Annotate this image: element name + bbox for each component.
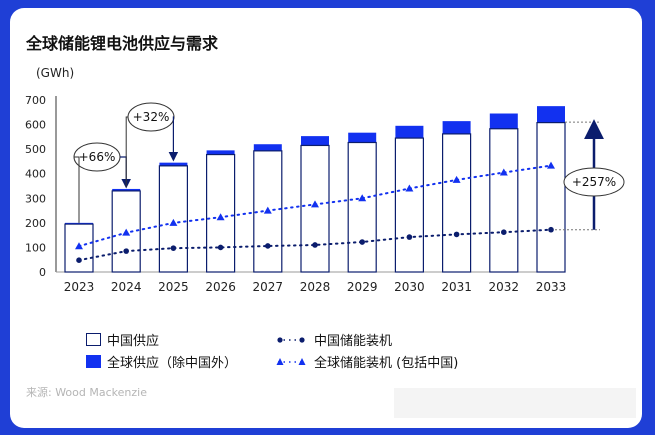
legend-label-china-storage: 中国储能装机 <box>314 334 393 349</box>
legend-swatch-china-supply <box>86 333 101 346</box>
callout-2033-bubble <box>563 167 625 197</box>
callout-2025-label: +32% <box>133 110 170 124</box>
callout-2024-arrow <box>120 156 131 189</box>
x-tick-label: 2032 <box>489 280 520 294</box>
x-tick-label: 2033 <box>536 280 567 294</box>
bar-china-supply <box>64 223 94 273</box>
bar-global-supply <box>301 136 329 146</box>
x-tick-label: 2026 <box>205 280 236 294</box>
y-tick-label: 0 <box>39 266 46 279</box>
y-tick-label: 400 <box>25 168 46 181</box>
point-china-storage <box>170 245 177 251</box>
x-tick-label: 2025 <box>158 280 189 294</box>
bar-global-supply <box>159 162 188 166</box>
bar-global-supply <box>112 188 141 191</box>
y-tick-label: 200 <box>25 217 46 230</box>
y-tick-label: 600 <box>25 119 46 132</box>
legend-dot-line-icon <box>277 336 305 343</box>
blank-panel <box>394 388 636 418</box>
bar-china-supply <box>394 137 424 273</box>
bar-china-supply <box>442 133 472 273</box>
point-global-storage <box>216 213 225 221</box>
bar-global-supply <box>537 106 565 123</box>
point-china-storage <box>123 248 129 254</box>
x-tick-label: 2028 <box>300 280 331 294</box>
callout-2025-leader <box>125 116 128 187</box>
legend-label-global-supply: 全球供应（除中国外） <box>107 356 238 371</box>
x-tick-label: 2031 <box>441 280 472 294</box>
x-tick-label: 2024 <box>111 280 142 294</box>
bar-global-supply <box>65 222 93 225</box>
point-global-storage <box>358 194 367 202</box>
callout-2025-arrow <box>168 116 179 162</box>
legend-label-global-storage: 全球储能装机 (包括中国) <box>314 356 459 371</box>
y-tick-label: 300 <box>25 192 46 205</box>
point-global-storage <box>311 200 319 208</box>
point-global-storage <box>122 228 131 236</box>
bar-global-supply <box>206 150 235 155</box>
point-global-storage <box>499 168 508 176</box>
point-china-storage <box>406 234 413 240</box>
bar-global-supply <box>442 121 471 134</box>
legend-triangle-line-icon <box>276 357 306 365</box>
y-axis-unit: (GWh) <box>36 66 75 80</box>
point-global-storage <box>547 161 555 169</box>
point-global-storage <box>169 218 178 226</box>
bar-global-supply <box>253 144 282 151</box>
bar-global-supply <box>348 132 377 143</box>
point-china-storage <box>312 242 318 248</box>
callout-2024-leader <box>74 156 80 223</box>
line-china-storage <box>78 228 552 262</box>
bar-global-supply <box>395 125 424 139</box>
legend-global-storage: 全球储能装机 (包括中国) <box>276 352 458 371</box>
point-global-storage <box>452 175 461 183</box>
x-tick-label: 2027 <box>253 280 284 294</box>
x-tick-label: 2029 <box>347 280 378 294</box>
legend-global-supply: 全球供应（除中国外） <box>86 352 237 371</box>
point-global-storage <box>405 184 414 192</box>
point-global-storage <box>263 206 272 214</box>
point-china-storage <box>76 257 82 264</box>
point-global-storage <box>75 242 83 250</box>
point-china-storage <box>217 244 224 251</box>
bar-china-supply <box>536 122 566 273</box>
y-tick-label: 500 <box>25 143 46 156</box>
bar-china-supply <box>347 141 377 273</box>
x-tick-label: 2023 <box>64 280 95 294</box>
chart-title: 全球储能锂电池供应与需求 <box>26 34 219 53</box>
legend-china-supply: 中国供应 <box>86 330 159 349</box>
y-tick-label: 100 <box>25 241 46 254</box>
point-china-storage <box>501 229 507 235</box>
callout-2033-label: +257% <box>572 175 616 189</box>
bar-china-supply <box>489 128 519 273</box>
source-note: 来源: Wood Mackenzie <box>26 386 147 399</box>
bar-global-supply <box>489 113 518 129</box>
legend-swatch-global-supply <box>86 355 101 368</box>
point-china-storage <box>453 231 460 238</box>
point-china-storage <box>359 239 366 245</box>
legend-china-storage: 中国储能装机 <box>276 330 392 349</box>
x-tick-label: 2030 <box>394 280 425 294</box>
legend-label-china-supply: 中国供应 <box>107 334 160 349</box>
point-china-storage <box>548 226 554 233</box>
callout-2024-label: +66% <box>79 150 116 164</box>
y-tick-label: 700 <box>25 94 46 107</box>
point-china-storage <box>265 243 271 249</box>
bar-china-supply <box>300 144 330 273</box>
